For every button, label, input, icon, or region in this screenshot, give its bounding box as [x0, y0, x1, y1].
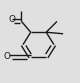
Text: O: O — [3, 52, 10, 61]
Text: O: O — [9, 15, 16, 24]
